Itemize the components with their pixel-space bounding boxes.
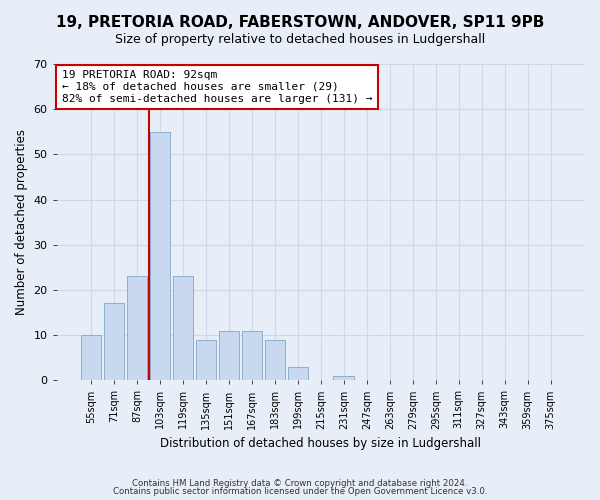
Text: 19 PRETORIA ROAD: 92sqm
← 18% of detached houses are smaller (29)
82% of semi-de: 19 PRETORIA ROAD: 92sqm ← 18% of detache… xyxy=(62,70,373,104)
Bar xyxy=(81,335,101,380)
X-axis label: Distribution of detached houses by size in Ludgershall: Distribution of detached houses by size … xyxy=(160,437,481,450)
Bar xyxy=(104,304,124,380)
Bar xyxy=(334,376,354,380)
Bar xyxy=(196,340,216,380)
Bar xyxy=(149,132,170,380)
Bar xyxy=(173,276,193,380)
Bar xyxy=(218,330,239,380)
Bar xyxy=(287,366,308,380)
Bar xyxy=(242,330,262,380)
Text: Contains HM Land Registry data © Crown copyright and database right 2024.: Contains HM Land Registry data © Crown c… xyxy=(132,478,468,488)
Bar xyxy=(127,276,148,380)
Y-axis label: Number of detached properties: Number of detached properties xyxy=(15,129,28,315)
Text: Size of property relative to detached houses in Ludgershall: Size of property relative to detached ho… xyxy=(115,32,485,46)
Text: 19, PRETORIA ROAD, FABERSTOWN, ANDOVER, SP11 9PB: 19, PRETORIA ROAD, FABERSTOWN, ANDOVER, … xyxy=(56,15,544,30)
Text: Contains public sector information licensed under the Open Government Licence v3: Contains public sector information licen… xyxy=(113,487,487,496)
Bar xyxy=(265,340,285,380)
